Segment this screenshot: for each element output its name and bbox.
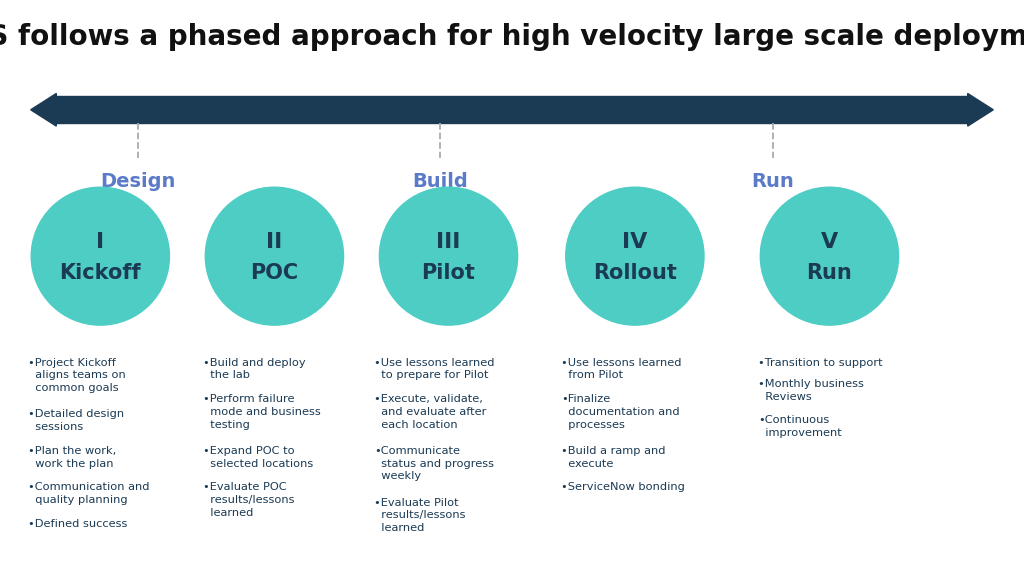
Text: Pilot: Pilot xyxy=(422,263,475,283)
Text: •Build a ramp and
  execute: •Build a ramp and execute xyxy=(561,446,666,468)
Text: •Defined success: •Defined success xyxy=(28,519,127,529)
Polygon shape xyxy=(31,93,56,126)
Text: II: II xyxy=(266,232,283,252)
Text: •Transition to support: •Transition to support xyxy=(758,358,883,368)
Text: •Communicate
  status and progress
  weekly: •Communicate status and progress weekly xyxy=(374,446,494,481)
Ellipse shape xyxy=(205,187,344,325)
Text: •Build and deploy
  the lab: •Build and deploy the lab xyxy=(203,358,305,380)
Text: V: V xyxy=(821,232,838,252)
Text: •Project Kickoff
  aligns teams on
  common goals: •Project Kickoff aligns teams on common … xyxy=(28,358,125,393)
Text: I: I xyxy=(96,232,104,252)
Ellipse shape xyxy=(379,187,518,325)
Text: Build: Build xyxy=(413,172,468,191)
Text: •Continuous
  improvement: •Continuous improvement xyxy=(758,415,842,438)
Text: •Plan the work,
  work the plan: •Plan the work, work the plan xyxy=(28,446,116,468)
Ellipse shape xyxy=(31,187,170,325)
Text: •Monthly business
  Reviews: •Monthly business Reviews xyxy=(758,379,863,401)
Ellipse shape xyxy=(760,187,899,325)
Text: •Evaluate POC
  results/lessons
  learned: •Evaluate POC results/lessons learned xyxy=(203,482,294,518)
Text: Run: Run xyxy=(752,172,795,191)
Text: Design: Design xyxy=(100,172,176,191)
Text: Rollout: Rollout xyxy=(593,263,677,283)
Text: CBTS follows a phased approach for high velocity large scale deployments: CBTS follows a phased approach for high … xyxy=(0,23,1024,51)
Text: •Use lessons learned
  from Pilot: •Use lessons learned from Pilot xyxy=(561,358,682,380)
Text: Run: Run xyxy=(807,263,852,283)
Text: POC: POC xyxy=(251,263,298,283)
Text: •Expand POC to
  selected locations: •Expand POC to selected locations xyxy=(203,446,313,468)
Text: •Perform failure
  mode and business
  testing: •Perform failure mode and business testi… xyxy=(203,394,321,430)
Ellipse shape xyxy=(565,187,705,325)
Polygon shape xyxy=(968,93,993,126)
Text: •Evaluate Pilot
  results/lessons
  learned: •Evaluate Pilot results/lessons learned xyxy=(374,498,465,533)
Text: •Detailed design
  sessions: •Detailed design sessions xyxy=(28,409,124,432)
Text: •Communication and
  quality planning: •Communication and quality planning xyxy=(28,482,150,505)
Text: •ServiceNow bonding: •ServiceNow bonding xyxy=(561,482,685,493)
Text: IV: IV xyxy=(623,232,647,252)
Text: •Use lessons learned
  to prepare for Pilot: •Use lessons learned to prepare for Pilo… xyxy=(374,358,495,380)
Bar xyxy=(56,96,968,123)
Text: •Execute, validate,
  and evaluate after
  each location: •Execute, validate, and evaluate after e… xyxy=(374,394,486,430)
Text: •Finalize
  documentation and
  processes: •Finalize documentation and processes xyxy=(561,394,680,430)
Text: Kickoff: Kickoff xyxy=(59,263,141,283)
Text: III: III xyxy=(436,232,461,252)
